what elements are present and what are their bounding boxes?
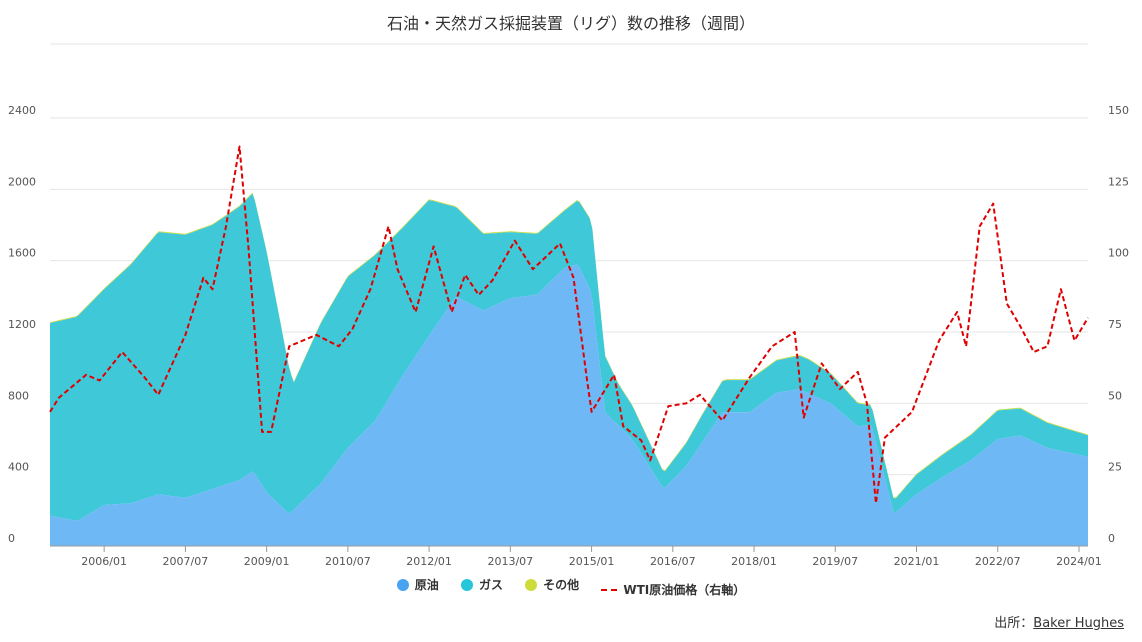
legend-item-gas[interactable]: ガス [460, 576, 503, 593]
area-crude [50, 264, 1088, 546]
stacked-areas [50, 192, 1088, 546]
legend-marker-other [525, 578, 538, 591]
x-tick-label: 2009/01 [244, 555, 290, 568]
left-tick-label: 800 [8, 389, 29, 402]
legend-item-other[interactable]: その他 [525, 576, 579, 593]
source-label: 出所： [994, 616, 1034, 631]
legend-item-wti[interactable]: WTI原油価格（右軸） [601, 581, 745, 598]
left-tick-label: 2400 [8, 104, 36, 117]
legend-label-gas: ガス [478, 578, 503, 592]
x-tick-label: 2010/07 [325, 555, 371, 568]
legend-label-wti: WTI原油価格（右軸） [623, 583, 746, 597]
right-tick-label: 150 [1108, 104, 1129, 117]
legend-label-crude: 原油 [414, 578, 439, 592]
right-tick-label: 0 [1108, 532, 1115, 545]
x-axis-ticks: 2006/01 2007/07 2009/01 2010/07 2012/01 2013/… [50, 545, 1102, 568]
right-tick-label: 125 [1108, 175, 1129, 188]
legend-marker-wti [601, 588, 618, 591]
right-axis-ticks: 0 25 50 75 100 125 150 [1108, 104, 1129, 545]
legend-marker-gas [460, 578, 473, 591]
x-tick-label: 2015/01 [569, 555, 615, 568]
x-tick-label: 2012/01 [406, 555, 452, 568]
x-tick-label: 2024/01 [1056, 555, 1102, 568]
legend-label-other: その他 [543, 578, 580, 592]
source-link[interactable]: Baker Hughes [1033, 616, 1124, 631]
legend-item-crude[interactable]: 原油 [396, 576, 439, 593]
x-tick-label: 2019/07 [812, 555, 858, 568]
left-tick-label: 0 [8, 532, 15, 545]
left-tick-label: 2000 [8, 175, 36, 188]
right-tick-label: 25 [1108, 461, 1122, 474]
x-tick-label: 2006/01 [81, 555, 127, 568]
chart-title: 石油・天然ガス採掘装置（リグ）数の推移（週間） [386, 14, 755, 33]
left-tick-label: 400 [8, 461, 29, 474]
legend-marker-crude [396, 578, 409, 591]
left-tick-label: 1200 [8, 318, 36, 331]
legend: 原油 ガス その他 WTI原油価格（右軸） [0, 576, 1142, 598]
left-axis-ticks: 0 400 800 1200 1600 2000 2400 [8, 104, 36, 545]
x-tick-label: 2016/07 [650, 555, 696, 568]
price-line-layer [49, 145, 1089, 505]
x-tick-label: 2022/07 [975, 555, 1021, 568]
right-tick-label: 50 [1108, 389, 1122, 402]
x-tick-label: 2013/07 [487, 555, 533, 568]
source-note: 出所：Baker Hughes [994, 612, 1124, 631]
area-gas [50, 193, 1088, 521]
x-tick-label: 2007/07 [163, 555, 209, 568]
wti-price-line [49, 145, 1089, 505]
left-tick-label: 1600 [8, 247, 36, 260]
right-tick-label: 75 [1108, 318, 1122, 331]
right-tick-label: 100 [1108, 247, 1129, 260]
x-tick-label: 2021/01 [894, 555, 940, 568]
x-tick-label: 2018/01 [731, 555, 777, 568]
